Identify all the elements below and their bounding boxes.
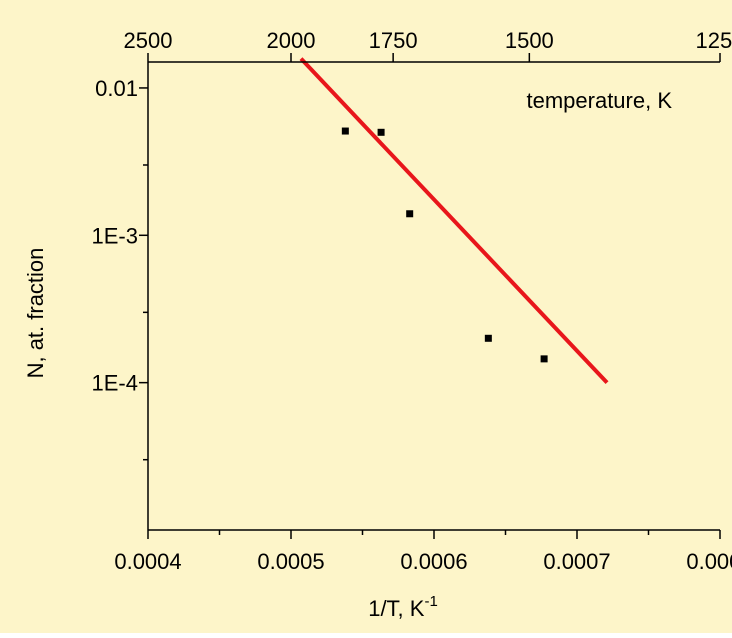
fit-line xyxy=(299,57,609,385)
x-tick-label: 0.0007 xyxy=(543,549,610,574)
top-tick-label: 2000 xyxy=(267,28,316,53)
data-point xyxy=(540,355,548,363)
y-tick-label: 0.01 xyxy=(95,76,138,101)
y-tick-label: 1E-3 xyxy=(92,223,138,248)
axes: 0.0004 0.0005 0.0006 0.0007 0.0008 1E-4 1E-3 0.… xyxy=(92,28,732,574)
top-tick-label: 2500 xyxy=(124,28,173,53)
y-tick-label: 1E-4 xyxy=(92,371,138,396)
x-tick-label: 0.0008 xyxy=(686,549,732,574)
data-point xyxy=(484,334,492,342)
x-axis-title-main: 1/T, K xyxy=(368,596,425,621)
x-tick-label: 0.0005 xyxy=(257,549,324,574)
data-point xyxy=(341,127,349,135)
top-tick-label: 1500 xyxy=(505,28,554,53)
x-tick-label: 0.0004 xyxy=(114,549,181,574)
data-point xyxy=(377,128,385,136)
y-axis-title: N, at. fraction xyxy=(23,248,48,379)
x-axis-title: 1/T, K-1 xyxy=(368,593,438,621)
x-axis-title-superscript: -1 xyxy=(424,593,437,610)
data-point xyxy=(406,210,414,218)
plot-area xyxy=(299,57,609,385)
top-tick-label: 1750 xyxy=(369,28,418,53)
x-tick-label: 0.0006 xyxy=(400,549,467,574)
top-axis-title: temperature, K xyxy=(526,88,672,113)
